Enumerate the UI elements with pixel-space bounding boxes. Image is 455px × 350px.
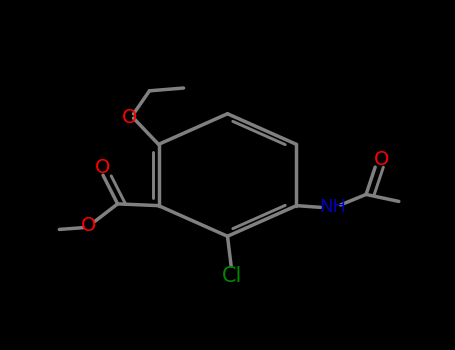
Text: O: O [122,107,137,127]
Text: NH: NH [319,198,346,216]
Text: Cl: Cl [222,266,242,287]
Text: O: O [81,216,96,236]
Text: O: O [374,150,389,169]
Text: O: O [95,158,110,177]
